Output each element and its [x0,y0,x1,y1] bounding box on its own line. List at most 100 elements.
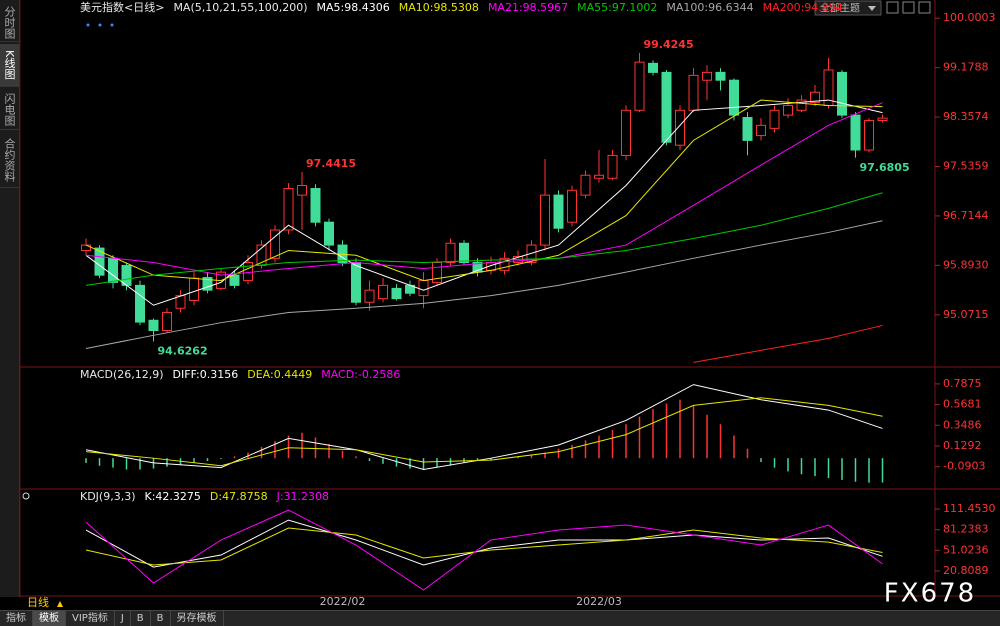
sidebar: 分时图 K线图 闪电图 合约资料 [0,0,20,597]
watermark: FX678 [884,579,976,609]
y-tick-label: 98.3574 [943,110,989,123]
icon[interactable] [886,1,899,14]
line-series [85,519,883,568]
y-tick-label: 0.7875 [943,377,982,390]
candle-body [202,277,213,291]
candle-body [742,117,753,141]
y-tick-label: 20.8089 [943,564,989,577]
theme-button-label[interactable]: 全部主题 [820,2,860,15]
extreme-label: 99.4245 [644,38,694,51]
theme-button[interactable] [814,0,882,16]
candle-body [459,242,469,264]
candle-body [445,242,456,264]
candle-body [418,280,429,297]
legend-entry: MA21:98.5967 [488,1,568,14]
candle-body [297,185,307,196]
y-tick-label: 51.0236 [943,543,989,556]
legend-entry: D:47.8758 [210,490,268,503]
candle-body [256,244,267,267]
dot [98,23,102,27]
legend-entry: DIFF:0.3156 [173,368,239,381]
candle-body [364,289,375,303]
candle-body [243,262,253,282]
line-series [85,99,883,306]
tab[interactable]: VIP指标 [66,611,115,626]
sidebar-tab[interactable]: 合约资料 [0,132,19,188]
indicator-icon [22,492,30,500]
line-series [85,527,883,566]
tab[interactable]: J [115,611,131,626]
tab-bar: 指标 模板 VIP指标 J B B 另存模板 [0,610,1000,626]
candle-body [540,194,550,246]
line-series [85,102,883,276]
y-tick-label: 97.5359 [943,159,989,172]
tab[interactable]: B [151,611,171,626]
dot [110,23,114,27]
candle-body [351,262,361,303]
extreme-label: 94.6262 [158,345,208,358]
tab[interactable]: 指标 [0,611,33,626]
candle-body [189,277,199,301]
sidebar-tab[interactable]: K线图 [0,44,19,87]
legend-entry: J:31.2308 [276,490,329,503]
extreme-label: 97.4415 [306,157,356,170]
legend-entry: MA55:97.1002 [577,1,657,14]
y-tick-label: 0.5681 [943,398,982,411]
legend-entry: MACD(26,12,9) [80,368,164,381]
candle-body [796,99,807,111]
candle-body [837,71,847,116]
dropdown-arrow [868,6,876,11]
candle-body [648,62,658,73]
sidebar-tab[interactable]: 闪电图 [0,89,19,130]
y-tick-label: 0.1292 [943,439,982,452]
candle-body [553,194,564,229]
legend-entry: KDJ(9,3,3) [80,490,136,503]
candle-body [229,274,240,286]
candle-body [661,71,672,143]
y-tick-label: 81.2383 [943,523,989,536]
candle-body [526,244,537,264]
line-series [693,324,883,363]
tab[interactable]: 模板 [33,611,66,626]
candle-body [81,244,91,251]
y-tick-label: 0.3486 [943,418,982,431]
candle-body [135,284,145,323]
period-label[interactable]: 日线 [27,596,49,609]
y-tick-label: 99.1788 [943,61,989,74]
candle-body [108,257,118,283]
candle-body [391,287,402,300]
y-tick-label: -0.0903 [943,460,985,473]
candle-body [756,124,766,137]
candle-body [729,79,739,116]
extreme-label: 97.6805 [860,161,910,174]
period-arrow [57,601,63,607]
line-series [85,220,883,350]
tab[interactable]: 另存模板 [171,611,224,626]
candle-body [850,114,861,151]
line-series [85,509,883,591]
candle-body [567,189,577,223]
legend-entry: K:42.3275 [145,490,201,503]
legend-entry: MA100:96.6344 [666,1,753,14]
legend-entry: DEA:0.4449 [247,368,312,381]
candle-body [864,120,874,151]
x-tick-label: 2022/02 [320,595,366,608]
legend-entry: 美元指数<日线> [80,0,164,14]
candle-body [499,257,510,271]
candle-body [310,188,321,223]
dot [86,23,90,27]
x-tick-label: 2022/03 [576,595,622,608]
line-series [85,397,883,467]
y-tick-label: 95.0715 [943,308,989,321]
icon[interactable] [902,1,915,14]
legend-entry: MA(5,10,21,55,100,200) [173,1,307,14]
candle-body [634,61,645,111]
tab[interactable]: B [131,611,151,626]
sidebar-tab[interactable]: 分时图 [0,3,19,42]
icon[interactable] [918,1,931,14]
candle-body [783,104,793,116]
line-series [85,384,883,471]
candle-body [810,91,820,103]
candle-body [324,221,334,246]
candle-body [283,188,294,231]
